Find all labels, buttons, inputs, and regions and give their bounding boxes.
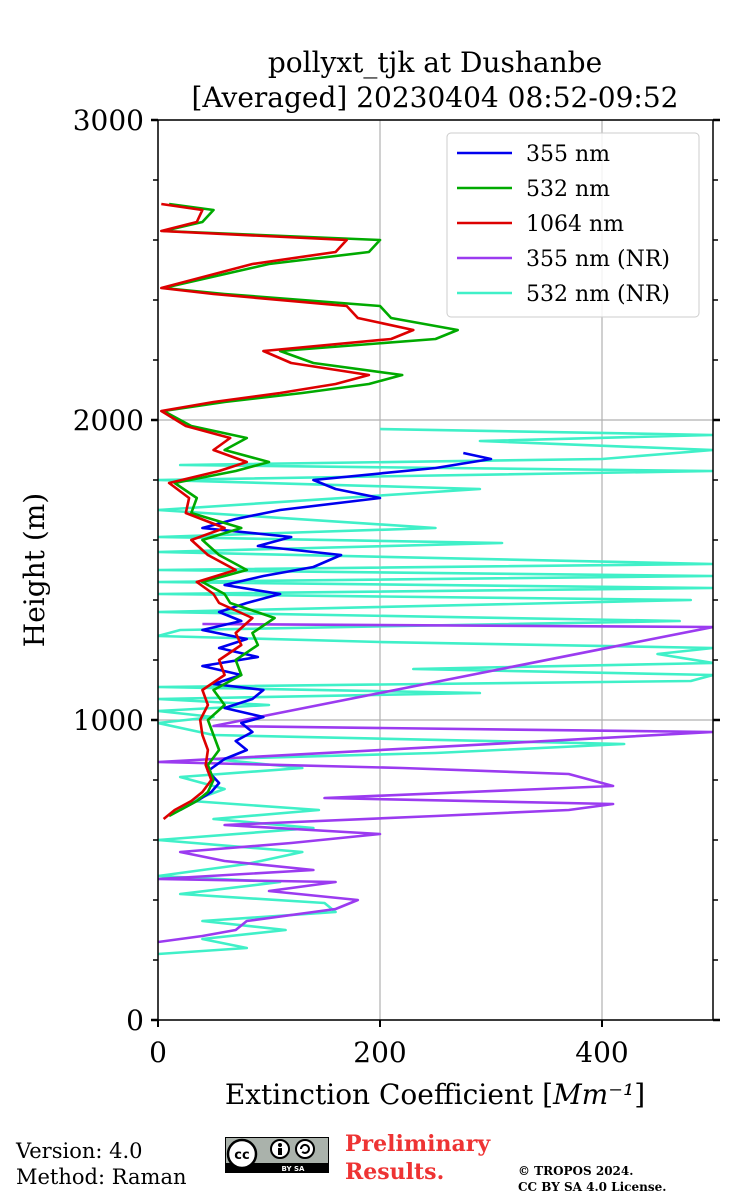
series-layer: [158, 202, 713, 956]
legend-box: [446, 132, 700, 318]
copyright-note: © TROPOS 2024. CC BY SA 4.0 License.: [518, 1163, 666, 1195]
sa-icon: [295, 1139, 315, 1159]
legend-label: 355 nm: [526, 142, 610, 167]
series-line: [158, 427, 713, 956]
cc-icon: [226, 1138, 258, 1170]
x-tick-label: 0: [149, 1036, 167, 1069]
plot-frame: [157, 119, 714, 1021]
legend-label: 532 nm: [526, 177, 610, 202]
legend-label: 355 nm (NR): [526, 247, 670, 272]
legend-label: 1064 nm: [526, 212, 624, 237]
legend-label: 532 nm (NR): [526, 282, 670, 307]
footer-info: Version: 4.0 Method: Raman: [16, 1138, 187, 1190]
y-tick-label: 3000: [73, 104, 144, 137]
method-text: Method: Raman: [16, 1165, 187, 1189]
series-line: [160, 202, 415, 821]
chart-title: pollyxt_tjk at Dushanbe: [268, 46, 602, 79]
y-tick-label: 2000: [73, 404, 144, 437]
cc-license-badge: cc BY SA: [225, 1137, 329, 1173]
series-line: [158, 622, 713, 944]
x-tick-label: 200: [353, 1036, 406, 1069]
chart-subtitle: [Averaged] 20230404 08:52-09:52: [192, 81, 679, 114]
preliminary-line-2: Results.: [345, 1159, 445, 1185]
y-tick-label: 1000: [73, 704, 144, 737]
x-tick-label: 400: [575, 1036, 628, 1069]
copyright-line-1: © TROPOS 2024.: [518, 1164, 634, 1178]
y-axis-label: Height (m): [18, 493, 51, 647]
copyright-line-2: CC BY SA 4.0 License.: [518, 1180, 667, 1194]
legend: 355 nm 532 nm 1064 nm 355 nm (NR) 532 nm (NR…: [446, 132, 700, 318]
cc-icon-text: cc: [234, 1148, 249, 1163]
y-tick-label: 0: [126, 1004, 144, 1037]
series-line: [179, 451, 493, 812]
by-sa-text: BY SA: [282, 1165, 306, 1173]
preliminary-line-1: Preliminary: [345, 1131, 491, 1157]
preliminary-results-note: Preliminary Results.: [345, 1130, 490, 1186]
x-axis-label-text: Extinction Coefficient [Mm⁻¹]: [225, 1078, 645, 1111]
x-axis-label: Extinction Coefficient [Mm⁻¹]: [225, 1078, 645, 1111]
axis-ticks: 0 200 400 0 1000 2000 3000: [73, 104, 720, 1069]
version-text: Version: 4.0: [16, 1139, 143, 1163]
series-line: [162, 202, 460, 818]
chart: pollyxt_tjk at Dushanbe [Averaged] 20230…: [18, 46, 720, 1111]
